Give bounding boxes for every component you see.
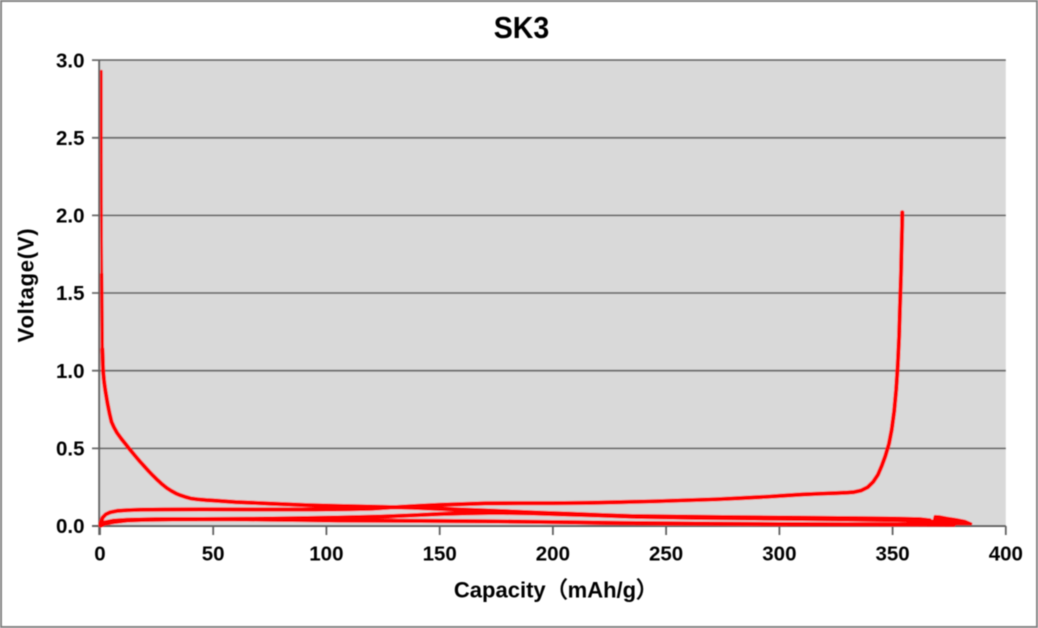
svg-text:3.0: 3.0 — [56, 49, 85, 72]
svg-text:2.0: 2.0 — [56, 205, 85, 228]
svg-text:1.0: 1.0 — [56, 360, 85, 383]
svg-text:2.5: 2.5 — [56, 127, 85, 150]
svg-text:0.5: 0.5 — [56, 438, 85, 461]
svg-text:1.5: 1.5 — [56, 282, 85, 305]
svg-text:100: 100 — [309, 543, 343, 566]
svg-text:150: 150 — [423, 543, 457, 566]
svg-text:0: 0 — [94, 543, 105, 566]
svg-text:0.0: 0.0 — [56, 515, 85, 538]
svg-text:50: 50 — [202, 543, 225, 566]
svg-text:200: 200 — [536, 543, 570, 566]
svg-text:250: 250 — [649, 543, 683, 566]
svg-text:350: 350 — [875, 543, 909, 566]
svg-text:SK3: SK3 — [494, 10, 550, 45]
svg-text:400: 400 — [989, 543, 1023, 566]
svg-text:Capacity（mAh/g）: Capacity（mAh/g） — [454, 578, 658, 603]
svg-text:Voltage(V): Voltage(V) — [14, 228, 39, 343]
svg-text:300: 300 — [762, 543, 796, 566]
